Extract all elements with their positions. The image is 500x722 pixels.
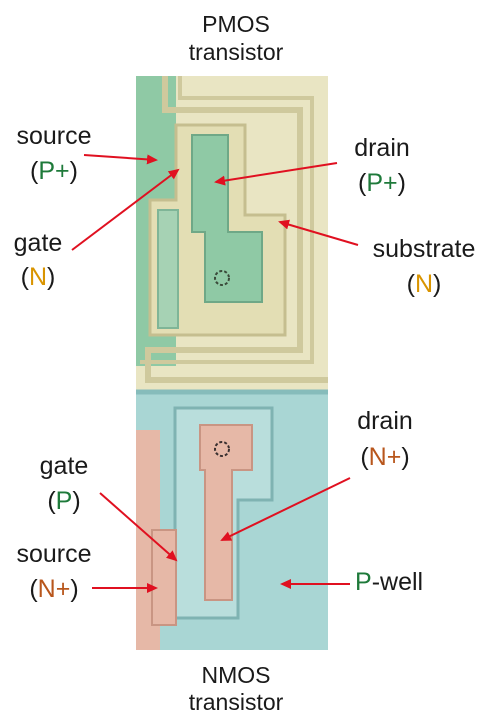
pmos-substrate-word: substrate xyxy=(373,235,476,263)
pmos-drain-diffusion xyxy=(191,134,263,303)
pmos-drain-contact xyxy=(214,270,230,286)
pmos-substrate-type: (N) xyxy=(407,270,442,298)
pmos-drain-type: (P+) xyxy=(358,169,406,197)
pmos-source-arrow xyxy=(83,154,158,165)
pmos-gate-word: gate xyxy=(14,229,63,257)
nmos-drain-contact xyxy=(214,441,230,457)
pmos-inner-rail xyxy=(140,76,314,364)
nmos-drain-word: drain xyxy=(357,407,413,435)
pmos-outer-rail xyxy=(145,76,328,383)
pmos-source-type: (P+) xyxy=(30,157,78,185)
pmos-drain-arrow xyxy=(214,162,338,186)
pmos-substrate-arrow xyxy=(278,219,359,246)
die-photo xyxy=(136,76,328,650)
nmos-gate-arrow xyxy=(99,492,178,562)
nmos-pwell-label: P-well xyxy=(355,568,423,596)
nmos-gate-type: (P) xyxy=(47,487,80,515)
pmos-source-diffusion xyxy=(157,209,179,329)
nmos-source-type: (N+) xyxy=(29,575,78,603)
pmos-gate-arrow xyxy=(71,168,180,251)
pmos-title-line1: PMOS xyxy=(202,11,270,37)
nmos-drain-diffusion xyxy=(199,424,253,601)
nmos-title-line2: transistor xyxy=(189,689,284,715)
nmos-gate-word: gate xyxy=(40,452,89,480)
nmos-drain-type: (N+) xyxy=(360,443,409,471)
nmos-title-line1: NMOS xyxy=(202,662,271,688)
nmos-drain-arrow xyxy=(220,477,351,541)
pmos-title-line2: transistor xyxy=(189,39,284,65)
pmos-drain-word: drain xyxy=(354,134,410,162)
nmos-source-diffusion xyxy=(151,529,177,626)
pmos-gate-type: (N) xyxy=(21,263,56,291)
nmos-source-word: source xyxy=(16,540,91,568)
pmos-source-word: source xyxy=(16,122,91,150)
